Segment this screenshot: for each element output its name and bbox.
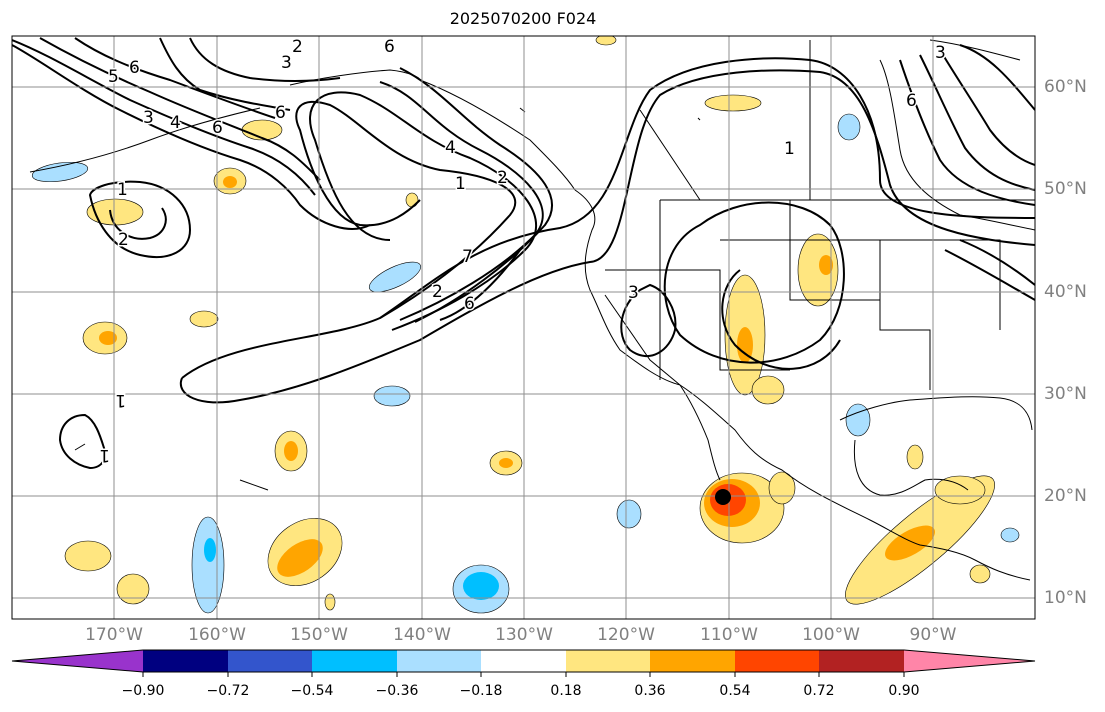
storm-marker <box>715 489 731 505</box>
longitude-label: 90°W <box>909 625 957 645</box>
colorbar-tick-label: −0.90 <box>121 683 165 699</box>
longitude-label: 150°W <box>290 625 348 645</box>
latitude-label: 40°N <box>1044 282 1087 302</box>
colorbar-tick-label: 0.18 <box>550 683 582 699</box>
graticule <box>12 36 1035 619</box>
colorbar-tick-label: 0.90 <box>888 683 920 699</box>
contour-label: 7 <box>462 247 473 267</box>
colorbar-bin <box>312 650 397 672</box>
longitude-label: 110°W <box>700 625 758 645</box>
longitude-label: 140°W <box>393 625 451 645</box>
contour-label: 1 <box>99 445 110 465</box>
colorbar-bin <box>228 650 312 672</box>
colorbar-bin <box>397 650 481 672</box>
colorbar-bin <box>650 650 735 672</box>
anomaly-shading <box>31 36 1020 614</box>
coastlines <box>29 39 1035 581</box>
colorbar-bin <box>735 650 819 672</box>
contour-label: 6 <box>464 294 475 314</box>
longitude-label: 170°W <box>85 625 143 645</box>
contour-label: 2 <box>292 37 303 57</box>
contour-label: 2 <box>432 282 443 302</box>
map-frame <box>11 35 1036 620</box>
latitude-label: 50°N <box>1044 179 1087 199</box>
colorbar-bin <box>143 650 228 672</box>
contour-label: 6 <box>275 103 286 123</box>
colorbar-bin <box>566 650 650 672</box>
colorbar-extend-left <box>12 650 143 672</box>
contour-label: 5 <box>108 67 119 87</box>
contour-lines <box>12 37 1035 470</box>
contour-label: 2 <box>497 168 508 188</box>
contour-label: 2 <box>118 230 129 250</box>
contour-label: 4 <box>445 138 456 158</box>
colorbar-bin <box>481 650 566 672</box>
contour-label: 3 <box>281 53 292 73</box>
contour-label: 6 <box>212 118 223 138</box>
colorbar-tick-label: 0.36 <box>634 683 666 699</box>
colorbar-tick-label: 0.54 <box>719 683 751 699</box>
colorbar-tick-label: −0.36 <box>375 683 419 699</box>
latitude-label: 10°N <box>1044 588 1087 608</box>
contour-label: 4 <box>170 113 181 133</box>
contour-label: 6 <box>384 37 395 57</box>
longitude-label: 120°W <box>597 625 655 645</box>
longitude-label: 160°W <box>188 625 246 645</box>
colorbar-bin <box>819 650 904 672</box>
latitude-label: 60°N <box>1044 77 1087 97</box>
contour-label: 1 <box>455 174 466 194</box>
contour-label-group: 6 3 2 6 5 6 3 4 6 1 2 1 1 2 7 4 2 6 3 1 … <box>98 36 948 467</box>
longitude-label: 130°W <box>495 625 553 645</box>
contour-label: 6 <box>129 58 140 78</box>
longitude-label: 100°W <box>802 625 860 645</box>
contour-label: 1 <box>115 390 126 410</box>
contour-label: 1 <box>117 180 128 200</box>
colorbar-tick-label: 0.72 <box>803 683 835 699</box>
map-title: 2025070200 F024 <box>449 9 597 28</box>
colorbar-tick-label: −0.54 <box>290 683 334 699</box>
contour-label: 1 <box>784 139 795 159</box>
colorbar-tick-label: −0.72 <box>206 683 250 699</box>
colorbar-extend-right <box>904 650 1035 672</box>
contour-label: 3 <box>628 283 639 303</box>
latitude-label: 20°N <box>1044 486 1087 506</box>
contour-label: 3 <box>935 43 946 63</box>
latitude-label: 30°N <box>1044 384 1087 404</box>
colorbar-tick-label: −0.18 <box>459 683 503 699</box>
contour-label: 6 <box>906 91 917 111</box>
contour-label: 3 <box>143 108 154 128</box>
colorbar <box>11 649 1036 677</box>
